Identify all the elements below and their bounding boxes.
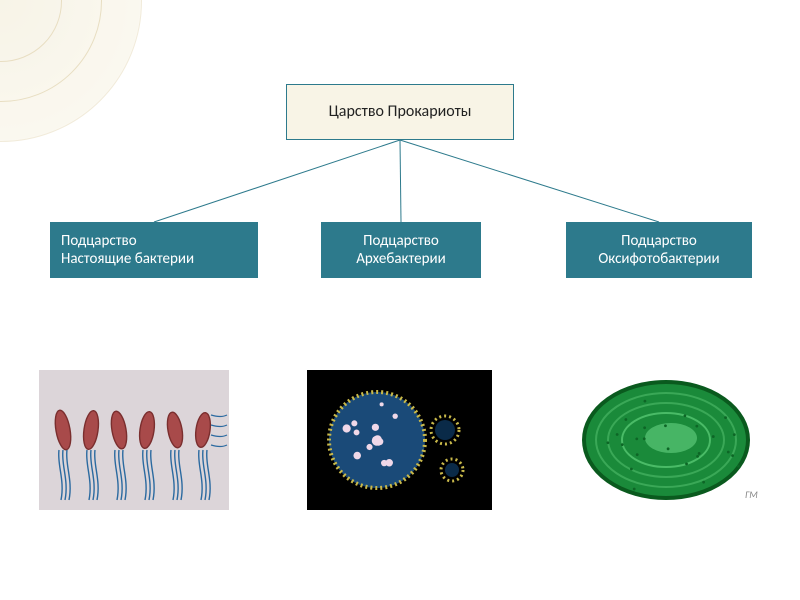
illustration-row: ГМ [0, 370, 800, 510]
child-node-label: Подцарство Оксифотобактерии [598, 232, 719, 268]
illustration-oxyphoto-img: ГМ [571, 370, 761, 510]
child-node-real-bacteria: Подцарство Настоящие бактерии [50, 222, 258, 278]
prokaryote-diagram: Царство Прокариоты Подцарство Настоящие … [0, 0, 800, 600]
illustration-archaea-img [307, 370, 492, 510]
child-node-label: Подцарство Настоящие бактерии [61, 232, 194, 268]
archaea-illustration [307, 370, 492, 510]
child-node-archaea: Подцарство Архебактерии [321, 222, 481, 278]
illustration-real-bacteria-img [39, 370, 229, 510]
root-node-kingdom: Царство Прокариоты [286, 84, 514, 140]
oxyphoto-illustration: ГМ [571, 370, 761, 510]
svg-text:ГМ: ГМ [745, 488, 758, 501]
real-bacteria-illustration [39, 370, 229, 510]
root-node-label: Царство Прокариоты [329, 102, 472, 121]
child-node-label: Подцарство Архебактерии [356, 232, 446, 268]
child-node-oxyphoto: Подцарство Оксифотобактерии [566, 222, 752, 278]
